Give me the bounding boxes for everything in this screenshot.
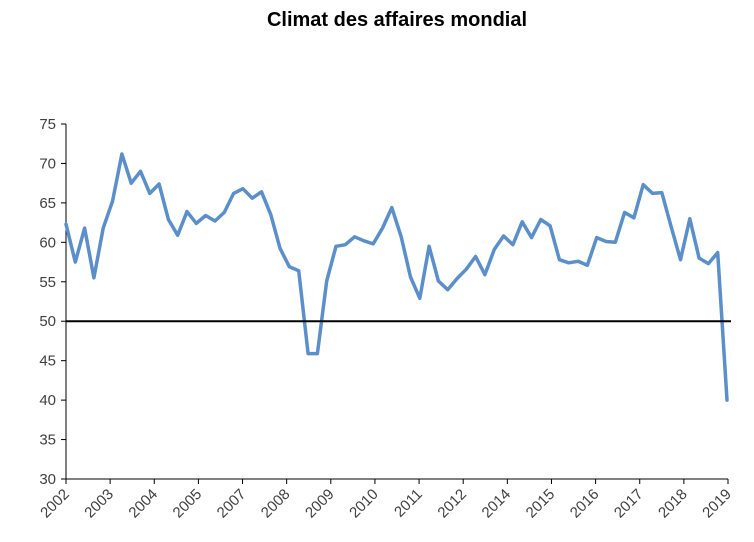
x-tick-label: 2007 (214, 486, 250, 522)
x-tick-label: 2002 (37, 486, 73, 522)
x-tick-label: 2011 (391, 486, 426, 521)
x-tick-label: 2010 (346, 486, 382, 522)
y-axis-ticks: 30 35 40 45 50 55 60 65 70 75 (39, 116, 66, 488)
y-tick-label: 50 (39, 313, 56, 330)
y-tick-label: 45 (39, 353, 56, 370)
x-tick-label: 2016 (567, 486, 603, 522)
x-tick-label: 2003 (81, 486, 117, 522)
chart-title: Climat des affaires mondial (266, 9, 528, 31)
x-tick-label: 2014 (479, 486, 515, 522)
x-tick-label: 2008 (258, 486, 294, 522)
y-tick-label: 40 (39, 392, 56, 409)
y-tick-label: 35 (39, 432, 56, 449)
x-axis-ticks: 2002 2003 2004 2005 2007 2008 2009 2010 2011 2012… (37, 479, 735, 521)
x-tick-label: 2015 (523, 486, 559, 522)
series-line (64, 152, 729, 402)
y-tick-label: 30 (39, 471, 56, 488)
x-tick-label: 2004 (125, 486, 161, 522)
x-tick-label: 2012 (434, 486, 470, 522)
y-tick-label: 75 (39, 116, 56, 133)
y-tick-label: 65 (39, 195, 56, 212)
x-tick-label: 2009 (302, 486, 338, 522)
y-tick-label: 55 (39, 274, 56, 291)
x-tick-label: 2018 (655, 486, 691, 522)
y-tick-label: 70 (39, 155, 56, 172)
y-tick-label: 60 (39, 234, 56, 251)
x-tick-label: 2005 (170, 486, 206, 522)
series-group (64, 152, 729, 402)
x-tick-label: 2019 (699, 486, 735, 522)
x-tick-label: 2017 (611, 486, 647, 522)
